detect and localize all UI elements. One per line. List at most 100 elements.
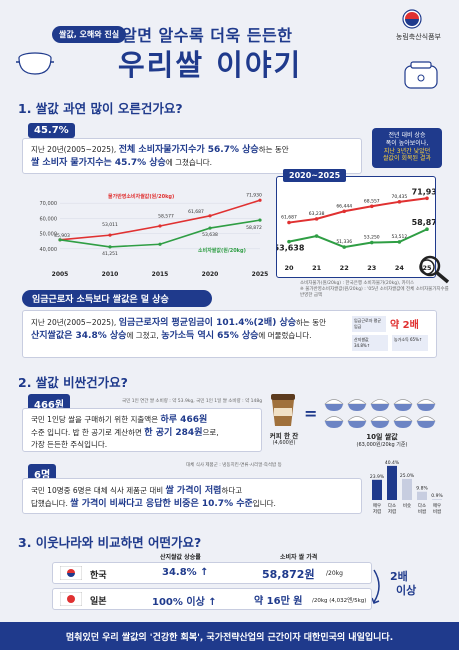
data-point	[258, 218, 262, 222]
rice-pot-icon	[16, 52, 54, 75]
data-point	[208, 214, 212, 218]
rice-mound	[347, 399, 367, 405]
data-point	[258, 198, 262, 202]
bar	[372, 479, 382, 500]
zoom-chart-box: 2020~2025 61,687 63,238 66,444 68,557 70,435…	[274, 169, 443, 278]
badge-farm: 농가소득 65%↑	[392, 335, 428, 351]
data-point	[208, 226, 212, 230]
rice-bowl-icon	[325, 404, 343, 411]
data-label: 61,687	[188, 209, 204, 215]
data-label: 53,250	[364, 235, 380, 241]
rice-bowl-icon	[371, 404, 389, 411]
data-label: 63,238	[309, 211, 325, 217]
bar-category-label: 저렴	[373, 508, 381, 515]
badge-2x: 약 2배	[390, 320, 419, 331]
korea-flag-icon	[60, 566, 82, 580]
bar-value-label: 9.8%	[416, 486, 428, 492]
bar-category-label: 매우	[373, 502, 381, 509]
rice-bowl-icon	[394, 421, 412, 428]
series-line	[59, 199, 261, 241]
rice-bowl-icon	[325, 421, 343, 428]
data-label: 51,336	[336, 239, 352, 245]
bar	[402, 478, 412, 500]
rice-10days-price: (63,000원/20kg 기준)	[356, 442, 408, 448]
data-point	[342, 209, 346, 214]
compare-2x: 2배	[390, 570, 408, 583]
data-label: 53,638	[202, 232, 218, 238]
japan-price: 약 16만 원	[254, 596, 303, 607]
japan-row	[52, 588, 372, 610]
rice-bowl-icon	[371, 421, 389, 428]
spending-text-box: 국민 1인당 쌀을 구매하기 위한 지출액은 하루 466원 수준 입니다. 밥…	[22, 408, 262, 452]
data-point	[342, 245, 346, 249]
section-1-text-box: 지난 20년(2005~2025), 전체 소비자물가지수가 56.7% 상승하…	[22, 138, 362, 174]
data-point	[397, 240, 402, 244]
data-point	[158, 224, 162, 228]
x-tick-label: 21	[312, 264, 322, 272]
data-point	[425, 227, 429, 232]
income-banner: 임금근로자 소득보다 쌀값은 덜 상승	[22, 290, 212, 307]
data-point	[370, 240, 374, 245]
bar-category-label: 다소	[388, 502, 396, 509]
header-tag: 쌀값, 오해와 진실	[52, 26, 127, 43]
x-tick-label: 22	[340, 264, 349, 272]
x-tick-label: 24	[395, 264, 405, 272]
bar-category-label: 비쌈	[418, 508, 426, 515]
section-3-title: 3. 이웃나라와 비교하면 어떤가요?	[18, 535, 202, 550]
rice-bowl-icon	[417, 404, 435, 411]
japan-flag-icon	[60, 592, 82, 606]
x-tick-label: 2025	[252, 271, 268, 278]
section-1-pill: 45.7%	[28, 123, 75, 138]
coffee-price: (4,600원)	[272, 440, 296, 446]
bar-category-label: 비쌈	[433, 508, 441, 515]
data-point	[287, 239, 291, 244]
rice-bowl-icon	[394, 404, 412, 411]
data-label: 68,557	[364, 198, 380, 204]
bar-value-label: 25.0%	[400, 473, 415, 479]
magnifier-icon	[419, 255, 450, 284]
rice-bowl-icon	[417, 421, 435, 428]
x-tick-label: 23	[367, 264, 376, 272]
data-point	[158, 242, 162, 246]
data-label: 41,251	[102, 251, 118, 257]
data-point	[314, 217, 319, 221]
data-label: 53,512	[392, 234, 408, 240]
data-label: 53,638	[277, 244, 305, 253]
compare-arrow-icon	[372, 569, 380, 604]
bar	[417, 491, 427, 500]
rice-mound	[370, 416, 390, 422]
korea-label: 한국	[90, 571, 107, 581]
consumption-source: 국민 1인 연간 쌀 소비량 : 약 53.9kg, 국민 1인 1일 쌀 소비…	[122, 399, 263, 404]
rice-mound	[416, 399, 436, 405]
rice-mound	[416, 416, 436, 422]
rice-cooker-icon	[404, 61, 438, 89]
data-point	[108, 245, 112, 249]
series-name: 소비자쌀값(원/20kg)	[198, 247, 246, 254]
data-point	[314, 234, 319, 238]
bar	[387, 465, 397, 500]
bar-category-label: 비슷	[403, 502, 411, 509]
section-2-title: 2. 쌀값 비싼건가요?	[18, 375, 128, 390]
y-tick-label: 60,000	[40, 216, 58, 222]
rice-mound	[347, 416, 367, 422]
bar-category-label: 다소	[418, 502, 426, 509]
col-header-price: 소비자 쌀 가격	[280, 554, 318, 561]
data-label: 58,872	[412, 218, 435, 227]
rice-price-line-chart: 40,000 50,000 60,000 70,000 2005 2010 2015 2020…	[40, 192, 269, 278]
bar-category-label: 저렴	[388, 508, 396, 515]
chart-source-1: 소비자물가(원/20kg) : 한국은행 소비자물가(20kg), 카미스	[300, 281, 415, 286]
data-label: 70,435	[392, 194, 408, 200]
data-label: 58,577	[158, 214, 174, 220]
y-tick-label: 50,000	[40, 232, 58, 238]
income-text: 지난 20년(2005~2025), 임금근로자의 평균임금이 101.4%(2…	[31, 318, 326, 342]
series-line	[288, 228, 428, 249]
data-point	[108, 233, 112, 237]
korea-price: 58,872원	[262, 568, 315, 581]
x-tick-label: 2015	[152, 271, 169, 278]
x-tick-label: 25	[422, 264, 432, 272]
korea-unit: /20kg	[326, 570, 343, 577]
title-line-2: 우리쌀 이야기	[118, 48, 303, 82]
compare-more: 이상	[396, 584, 417, 597]
korea-row	[52, 562, 372, 584]
